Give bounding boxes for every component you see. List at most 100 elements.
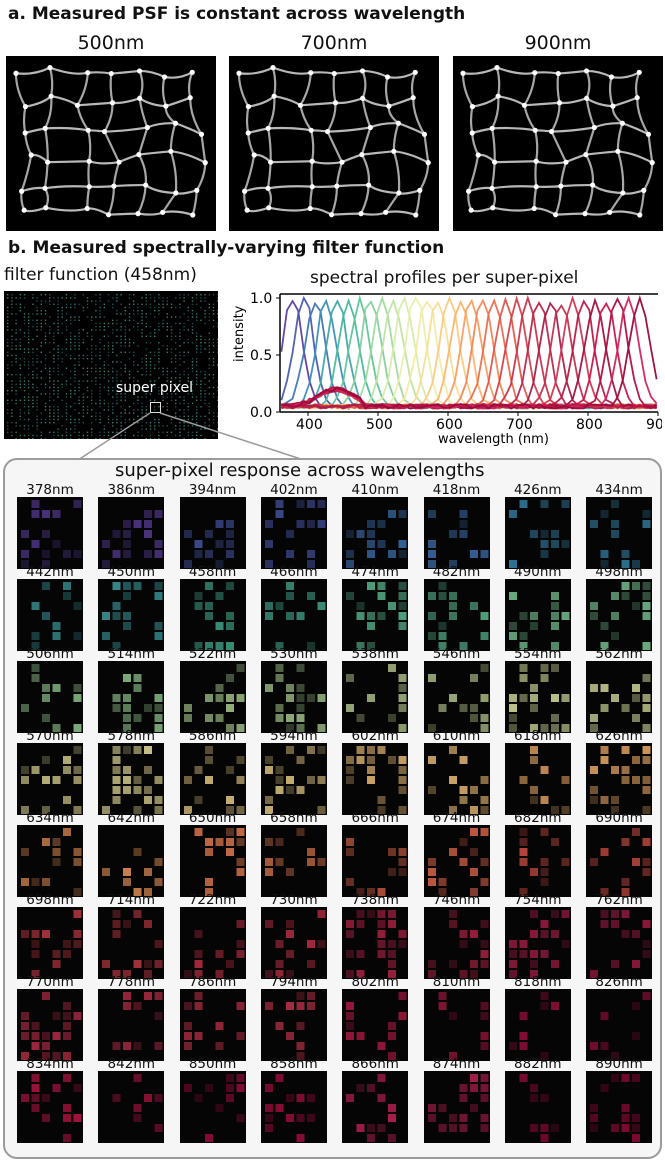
y-axis-label: intensity: [232, 305, 247, 362]
section-b-title: b. Measured spectrally-varying filter fu…: [8, 238, 445, 258]
super-pixel-response-tile: [342, 743, 409, 815]
super-pixel-response-tile: [260, 743, 327, 815]
super-pixel-label: super pixel: [116, 380, 194, 396]
super-pixel-response-tile: [342, 907, 409, 979]
tile-wavelength-label: 842nm: [107, 1056, 156, 1072]
tile-wavelength-label: 834nm: [26, 1056, 74, 1072]
x-tick-label: 800: [576, 417, 603, 433]
tile-wavelength-label: 538nm: [351, 646, 399, 662]
super-pixel-response-tile: [260, 825, 327, 897]
super-pixel-response-tile: [17, 825, 83, 897]
tile-wavelength-label: 786nm: [188, 974, 237, 990]
super-pixel-response-tile: [342, 1071, 409, 1143]
tile-wavelength-label: 650nm: [188, 810, 237, 826]
tile-wavelength-label: 722nm: [188, 892, 237, 908]
psf-caustic-pattern: [13, 65, 208, 218]
super-pixel-response-tile: [586, 661, 653, 733]
tile-wavelength-label: 522nm: [188, 646, 237, 662]
psf-image-900: [453, 56, 663, 231]
tile-wavelength-label: 602nm: [351, 728, 399, 744]
psf-caustic-pattern: [460, 65, 655, 218]
tile-wavelength-label: 490nm: [514, 564, 562, 580]
y-tick-label: 1.0: [250, 291, 272, 307]
super-pixel-response-tile: [586, 743, 653, 815]
super-pixel-response-tile: [179, 989, 246, 1061]
plot-title: spectral profiles per super-pixel: [310, 268, 579, 288]
super-pixel-response-tile: [423, 989, 490, 1061]
tile-wavelength-label: 610nm: [432, 728, 481, 744]
tile-wavelength-label: 666nm: [351, 810, 399, 826]
tile-wavelength-label: 514nm: [107, 646, 156, 662]
super-pixel-response-tile: [504, 825, 571, 897]
super-pixel-response-tile: [504, 1071, 571, 1143]
super-pixel-response-tile: [260, 661, 327, 733]
psf-label-900: 900nm: [524, 32, 592, 54]
tile-wavelength-label: 562nm: [595, 646, 643, 662]
tile-wavelength-label: 434nm: [595, 482, 643, 498]
super-pixel-response-tile: [98, 825, 165, 897]
tile-wavelength-label: 410nm: [351, 482, 399, 498]
super-pixel-response-tile: [98, 497, 165, 569]
tile-wavelength-label: 754nm: [514, 892, 562, 908]
x-tick-label: 900: [646, 417, 662, 433]
tile-wavelength-label: 698nm: [26, 892, 74, 908]
super-pixel-marker: [150, 402, 161, 413]
super-pixel-response-tile: [179, 661, 246, 733]
tile-wavelength-label: 586nm: [188, 728, 237, 744]
spectral-profile-chart: 400 500 600 700 800 900 0.0 0.5 1.0 wavelength (…: [232, 291, 662, 447]
x-axis-label: wavelength (nm): [438, 432, 549, 447]
super-pixel-response-tile: [423, 497, 490, 569]
tile-wavelength-label: 378nm: [26, 482, 74, 498]
response-title: super-pixel response across wavelengths: [115, 460, 485, 481]
super-pixel-response-tile: [504, 579, 571, 651]
filter-function-title: filter function (458nm): [4, 265, 197, 285]
super-pixel-response-tile: [98, 907, 165, 979]
x-tick-label: 700: [506, 417, 533, 433]
tile-wavelength-label: 546nm: [432, 646, 481, 662]
filter-function-image: super pixel: [4, 291, 218, 439]
super-pixel-response-tile: [586, 989, 653, 1061]
tile-wavelength-label: 482nm: [432, 564, 481, 580]
super-pixel-response-tile: [586, 497, 653, 569]
tile-wavelength-label: 626nm: [595, 728, 643, 744]
super-pixel-response-tile: [179, 743, 246, 815]
super-pixel-response-tile: [504, 661, 571, 733]
tile-wavelength-label: 810nm: [432, 974, 481, 990]
super-pixel-response-tile: [179, 1071, 246, 1143]
tile-wavelength-label: 762nm: [595, 892, 643, 908]
super-pixel-response-tile: [260, 1071, 327, 1143]
super-pixel-response-tile: [98, 661, 165, 733]
super-pixel-response-panel: super-pixel response across wavelengths …: [3, 458, 662, 1159]
super-pixel-response-tile: [98, 743, 165, 815]
super-pixel-response-tile: [586, 1071, 653, 1143]
super-pixel-response-tile: [179, 825, 246, 897]
psf-label-700: 700nm: [300, 32, 368, 54]
tile-wavelength-label: 738nm: [351, 892, 399, 908]
tile-wavelength-label: 458nm: [188, 564, 237, 580]
tile-wavelength-label: 442nm: [26, 564, 74, 580]
tile-wavelength-label: 850nm: [188, 1056, 237, 1072]
super-pixel-response-tile: [17, 579, 83, 651]
tile-wavelength-label: 594nm: [270, 728, 318, 744]
tile-wavelength-label: 386nm: [107, 482, 156, 498]
tile-wavelength-label: 498nm: [595, 564, 643, 580]
super-pixel-response-tile: [17, 989, 83, 1061]
super-pixel-response-tile: [98, 579, 165, 651]
tile-wavelength-label: 794nm: [270, 974, 318, 990]
tile-wavelength-label: 730nm: [270, 892, 318, 908]
super-pixel-response-tile: [342, 825, 409, 897]
super-pixel-response-tile: [423, 907, 490, 979]
super-pixel-response-tile: [17, 1071, 83, 1143]
super-pixel-response-tile: [586, 907, 653, 979]
tile-wavelength-label: 826nm: [595, 974, 643, 990]
super-pixel-response-tile: [17, 661, 83, 733]
x-tick-label: 600: [436, 417, 463, 433]
super-pixel-response-tile: [179, 579, 246, 651]
super-pixel-response-tile: [423, 661, 490, 733]
filter-dot-pattern: [7, 294, 218, 439]
tile-wavelength-label: 506nm: [26, 646, 74, 662]
super-pixel-response-tile: [342, 661, 409, 733]
tile-wavelength-label: 778nm: [107, 974, 156, 990]
tile-wavelength-label: 802nm: [351, 974, 399, 990]
tile-wavelength-label: 554nm: [514, 646, 562, 662]
